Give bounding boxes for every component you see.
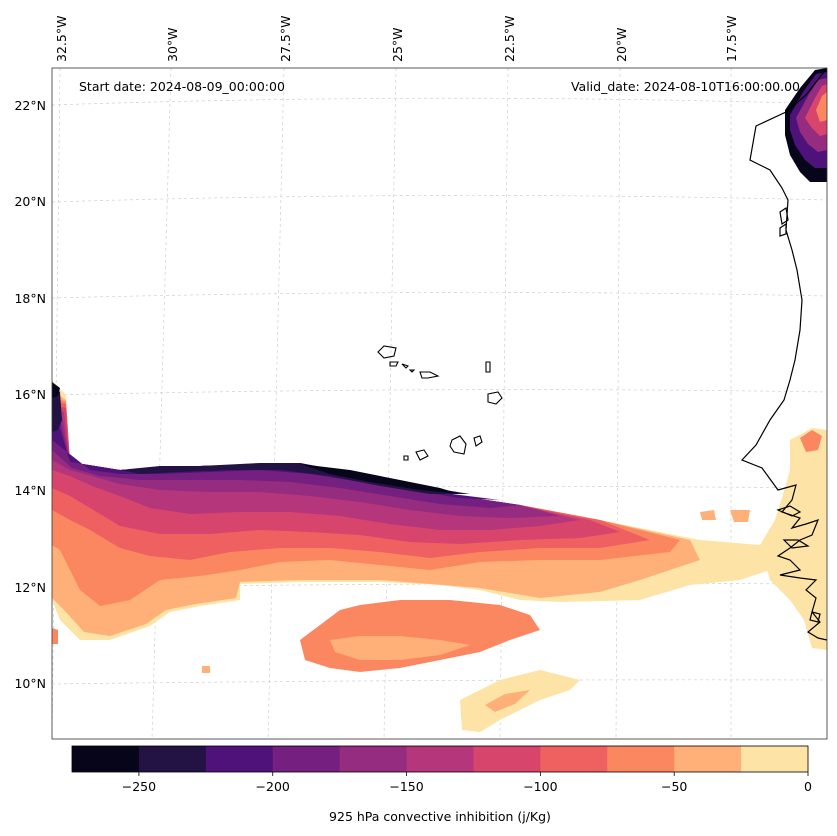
contour-coast-patch-3 (700, 510, 750, 522)
map-panel: Start date: 2024-08-09_00:00:00 Valid_da… (52, 68, 827, 739)
colorbar-segment (540, 746, 608, 772)
colorbar-title: 925 hPa convective inhibition (j/Kg) (329, 809, 551, 824)
contour-south-patch-4 (485, 690, 530, 712)
lon-label: 25°W (390, 27, 405, 62)
coastline-inlet-4 (779, 206, 789, 237)
colorbar: −250 −200 −150 −100 −50 0 (71, 745, 812, 794)
contour-south-patch-2 (330, 636, 470, 660)
colorbar-segment (205, 746, 274, 772)
lat-label: 18°N (14, 291, 46, 306)
lat-label: 14°N (14, 483, 46, 498)
colorbar-tick-label: −200 (256, 779, 290, 794)
coastline-inlet-2 (782, 539, 810, 549)
contour-south-patch-3 (460, 670, 580, 732)
contour-225-250 (52, 385, 470, 494)
colorbar-border (71, 745, 809, 773)
colorbar-segment (607, 746, 675, 772)
lon-label: 22.5°W (502, 16, 517, 62)
colorbar-segment (339, 746, 408, 772)
colorbar-segment (406, 746, 474, 772)
lat-label: 12°N (14, 580, 46, 595)
colorbar-segment (138, 746, 207, 772)
coastline-inlet-1 (776, 505, 802, 517)
contour-coast-patch (760, 428, 827, 650)
cape-verde-islands (377, 345, 503, 461)
lon-label: 27.5°W (278, 16, 293, 62)
lon-label: 32.5°W (54, 16, 69, 62)
colorbar-segment (473, 746, 541, 772)
contour-coast-patch-2 (800, 430, 822, 452)
contour-ne-5 (816, 92, 827, 122)
contour-175-200 (52, 418, 520, 508)
colorbar-segment (72, 746, 140, 772)
lon-label: 17.5°W (724, 16, 739, 62)
lat-label: 16°N (14, 387, 46, 402)
coastline-inlet-3 (809, 611, 821, 623)
contour-west-patch (52, 628, 58, 644)
cin-contours (52, 68, 827, 732)
lon-label: 20°W (614, 27, 629, 62)
colorbar-segment (741, 746, 809, 772)
colorbar-tick-label: −50 (661, 779, 687, 794)
coastline-mainland (740, 68, 827, 641)
coastlines (740, 68, 827, 641)
map-border (51, 67, 828, 740)
colorbar-tick-label: −150 (389, 779, 423, 794)
latitude-labels: 22°N 20°N 18°N 16°N 14°N 12°N 10°N (14, 98, 46, 691)
lat-label: 10°N (14, 676, 46, 691)
colorbar-tick-label: −100 (523, 779, 557, 794)
colorbar-segment (674, 746, 742, 772)
lat-label: 20°N (14, 194, 46, 209)
valid-date-text: Valid_date: 2024-08-10T16:00:00.00 (571, 79, 800, 94)
lon-label: 30°W (165, 27, 180, 62)
longitude-labels: 32.5°W 30°W 27.5°W 25°W 22.5°W 20°W 17.5… (54, 16, 739, 62)
colorbar-tick-label: 0 (804, 779, 812, 794)
lat-label: 22°N (14, 98, 46, 113)
colorbar-tick-label: −250 (122, 779, 156, 794)
colorbar-segment (272, 746, 341, 772)
contour-small-patch (202, 666, 210, 673)
start-date-text: Start date: 2024-08-09_00:00:00 (79, 79, 285, 94)
